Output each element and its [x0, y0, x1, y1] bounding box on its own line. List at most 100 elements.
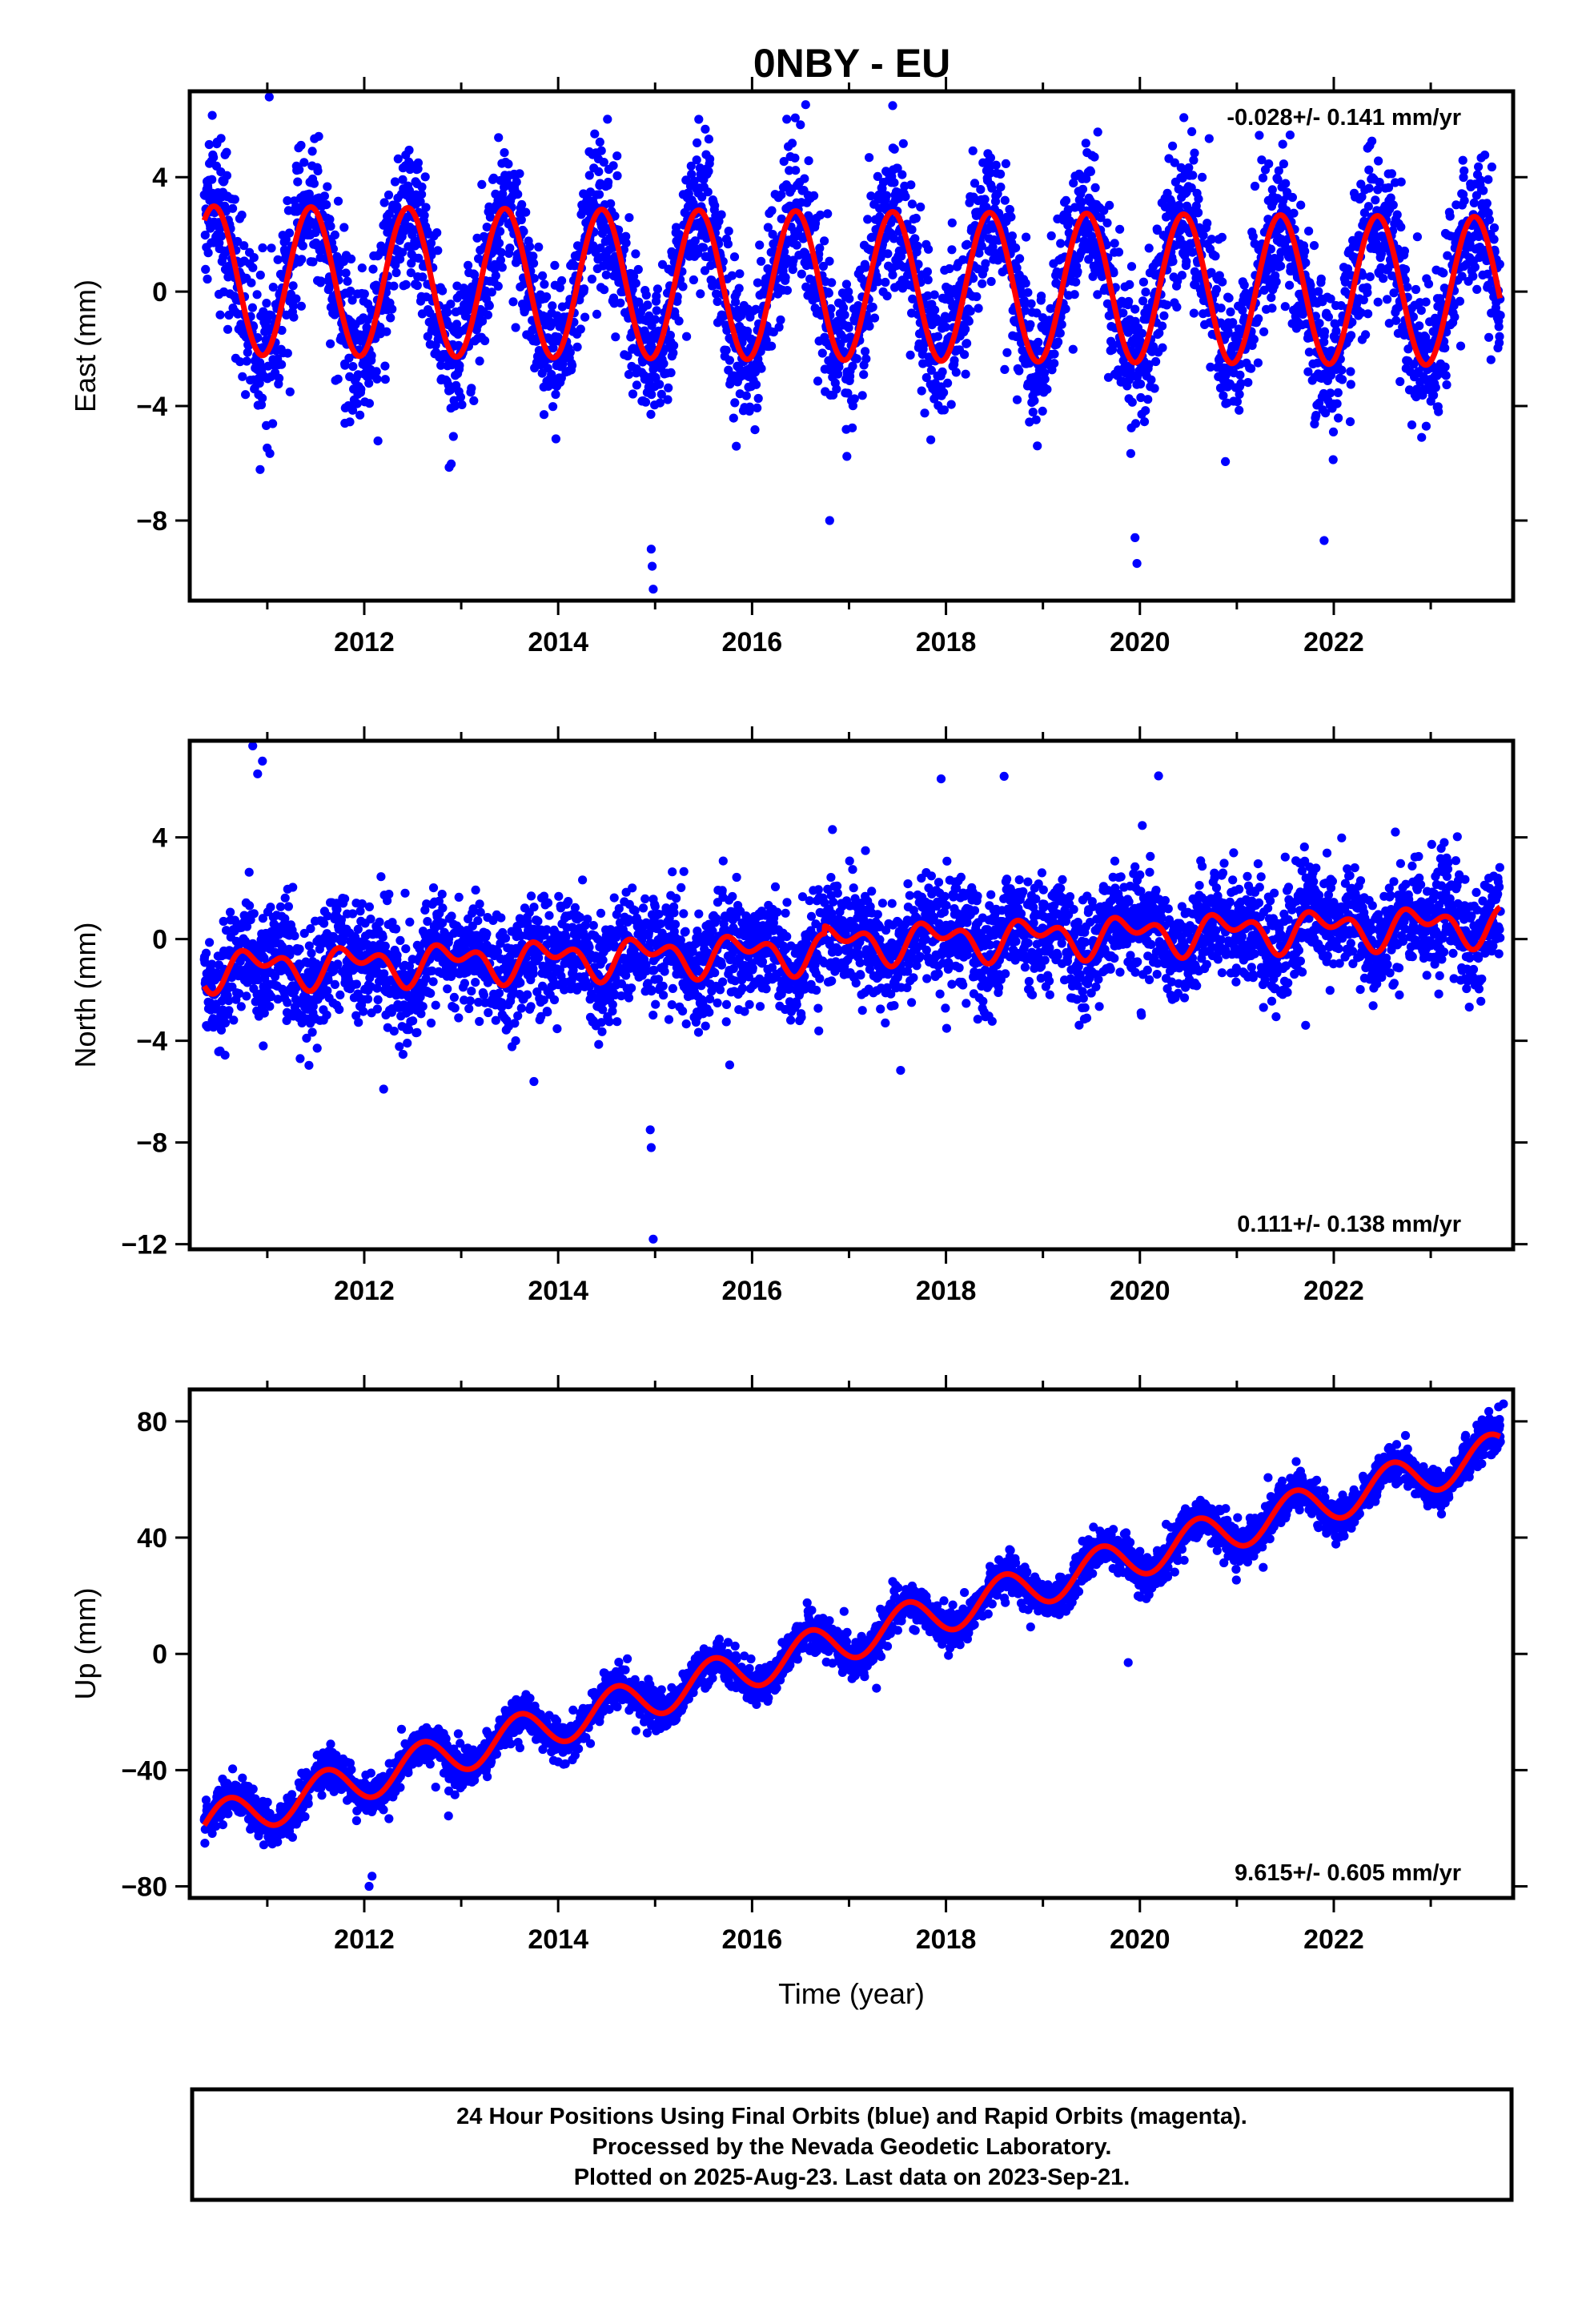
east-data-point	[1146, 375, 1156, 384]
east-data-point	[551, 389, 560, 400]
east-data-point	[284, 228, 295, 238]
east-data-point	[664, 383, 673, 392]
east-data-point	[1367, 136, 1377, 146]
east-data-point	[525, 242, 535, 251]
east-data-point	[420, 211, 429, 220]
east-data-point	[779, 157, 789, 167]
east-data-point	[861, 354, 871, 364]
north-data-point	[266, 903, 275, 912]
north-data-point	[351, 979, 361, 989]
east-data-point	[542, 292, 552, 302]
east-data-point	[917, 386, 926, 396]
north-data-point	[496, 913, 506, 923]
east-data-point	[972, 292, 982, 302]
east-data-point	[785, 166, 794, 175]
north-data-point	[366, 915, 375, 924]
east-data-point	[1412, 232, 1422, 242]
east-data-point	[325, 215, 335, 224]
east-data-point	[595, 137, 604, 147]
east-data-point	[857, 391, 867, 400]
east-y-tick-label: −8	[136, 506, 167, 537]
east-data-point	[1337, 365, 1347, 375]
east-data-point	[1078, 184, 1088, 194]
east-data-point	[359, 289, 369, 299]
east-data-point	[1143, 395, 1153, 404]
east-data-point	[1267, 293, 1276, 303]
east-data-point	[404, 186, 414, 195]
north-data-point	[333, 959, 343, 969]
east-data-point	[418, 272, 428, 282]
north-data-point	[220, 1051, 230, 1060]
east-data-point	[1136, 380, 1146, 389]
east-data-point	[1093, 127, 1102, 137]
east-data-point	[920, 408, 930, 418]
east-data-point	[386, 313, 396, 323]
east-data-point	[865, 153, 874, 163]
east-data-point	[1057, 320, 1066, 329]
east-data-point	[713, 296, 722, 307]
east-data-point	[1190, 148, 1199, 158]
east-data-point	[1198, 172, 1207, 182]
east-data-point	[223, 324, 233, 334]
north-data-point	[363, 995, 373, 1004]
east-data-point	[326, 222, 335, 231]
east-data-point	[907, 225, 917, 235]
east-data-point	[550, 260, 560, 270]
north-data-point	[465, 996, 475, 1006]
east-data-point	[379, 198, 389, 207]
east-data-point	[825, 256, 834, 266]
north-data-point	[283, 998, 292, 1007]
east-data-point	[1285, 131, 1295, 140]
east-data-point	[1289, 208, 1299, 218]
east-data-point	[848, 423, 857, 432]
east-y-tick-label: 4	[152, 163, 167, 193]
east-data-point	[1021, 279, 1030, 288]
east-data-point	[1495, 259, 1504, 269]
east-x-tick-label: 2022	[1303, 627, 1364, 657]
east-data-point	[1007, 231, 1017, 241]
east-data-point	[252, 290, 262, 300]
east-data-point	[238, 372, 247, 381]
east-data-point	[551, 434, 561, 444]
east-data-point	[1472, 284, 1482, 294]
north-data-point	[354, 1018, 363, 1027]
east-data-point	[1345, 417, 1355, 427]
east-data-point	[222, 147, 231, 157]
east-data-point	[705, 155, 715, 164]
east-data-point	[223, 272, 233, 282]
east-data-point	[693, 138, 702, 147]
north-data-point	[482, 929, 492, 939]
east-data-point	[314, 131, 323, 141]
east-data-point	[741, 391, 751, 400]
east-data-point	[477, 179, 487, 189]
east-data-point	[751, 304, 761, 314]
east-data-point	[611, 332, 620, 342]
east-rate-label: -0.028+/- 0.141 mm/yr	[1227, 105, 1461, 131]
north-data-point	[364, 902, 374, 911]
east-data-point	[273, 255, 283, 264]
east-data-point	[253, 333, 263, 343]
east-data-point	[961, 369, 970, 379]
east-data-point	[757, 256, 766, 266]
east-data-point	[678, 282, 688, 292]
east-data-point	[631, 249, 640, 259]
north-data-point	[401, 944, 411, 954]
east-data-point	[832, 384, 841, 394]
east-data-point	[1081, 139, 1090, 148]
east-data-point	[655, 380, 665, 389]
north-data-point	[249, 909, 259, 919]
east-data-point	[467, 384, 476, 393]
east-data-point	[343, 276, 352, 286]
east-data-point	[642, 330, 652, 340]
east-data-point	[339, 223, 349, 232]
east-data-point	[1458, 155, 1468, 165]
east-data-point	[599, 158, 608, 167]
east-data-point	[215, 310, 225, 320]
east-data-point	[945, 263, 954, 274]
east-data-point	[347, 254, 356, 263]
east-data-point	[950, 356, 959, 365]
north-data-point	[307, 1027, 317, 1037]
east-data-point	[390, 177, 400, 187]
east-data-point	[412, 280, 422, 291]
